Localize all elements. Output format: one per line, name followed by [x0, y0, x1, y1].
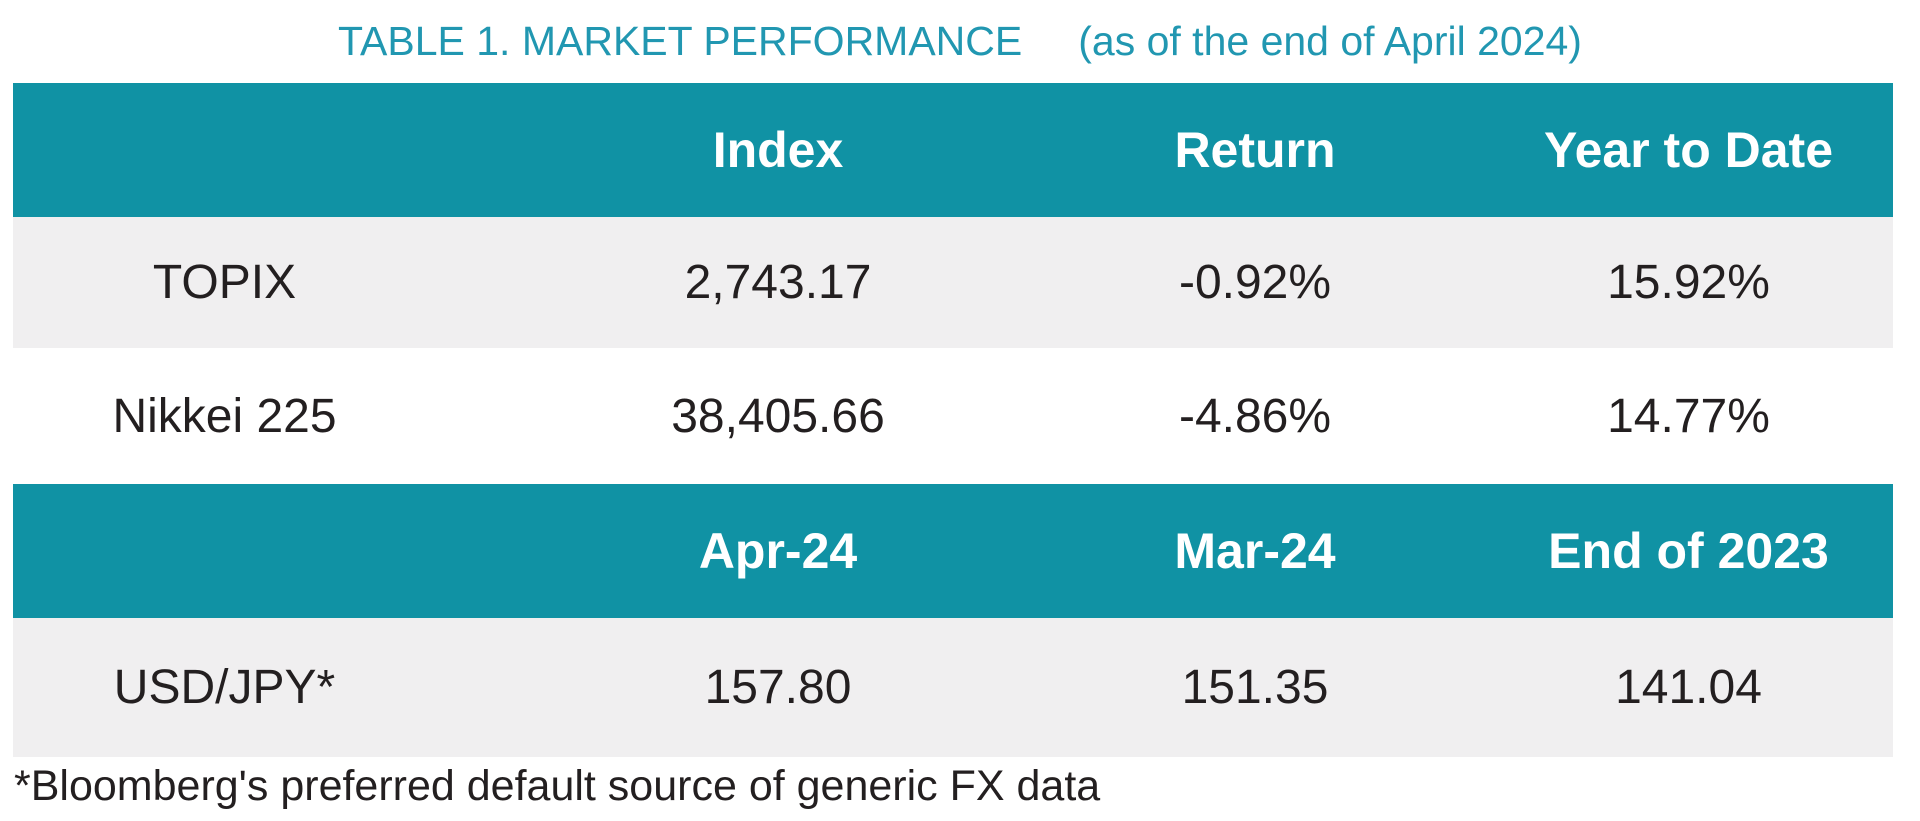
cell-topix-index: 2,743.17	[684, 256, 872, 309]
cell-usdjpy-mar-24: 151.35	[1181, 661, 1329, 714]
market-performance-table: Index Return Year to Date TOPIX 2,743.17…	[13, 83, 1893, 757]
cell-nikkei-ytd: 14.77%	[1607, 389, 1770, 443]
cell-topix-return: -0.92%	[1178, 256, 1332, 309]
table-row-usd-jpy: USD/JPY* 157.80 151.35 141.04	[13, 618, 1893, 757]
row-label-usd-jpy: USD/JPY*	[113, 661, 336, 714]
cell-nikkei-return: -4.86%	[1178, 389, 1332, 443]
row-label-nikkei-225: Nikkei 225	[112, 389, 337, 443]
row-label-topix: TOPIX	[152, 256, 297, 309]
table-row-topix: TOPIX 2,743.17 -0.92% 15.92%	[13, 217, 1893, 348]
column-header-end-of-2023: End of 2023	[1548, 523, 1829, 579]
footnote: *Bloomberg's preferred default source of…	[14, 762, 1101, 810]
fx-header-row: Apr-24 Mar-24 End of 2023	[13, 484, 1893, 618]
cell-usdjpy-apr-24: 157.80	[704, 661, 852, 714]
index-header-row: Index Return Year to Date	[13, 83, 1893, 217]
column-header-apr-24: Apr-24	[698, 523, 858, 579]
column-header-index: Index	[712, 122, 844, 178]
table-title-main: TABLE 1. MARKET PERFORMANCE	[338, 18, 1023, 64]
column-header-year-to-date: Year to Date	[1543, 122, 1833, 178]
column-header-return: Return	[1174, 122, 1336, 178]
table-title: TABLE 1. MARKET PERFORMANCE (as of the e…	[0, 18, 1920, 65]
table-title-suffix: (as of the end of April 2024)	[1078, 18, 1582, 64]
table-row-nikkei-225: Nikkei 225 38,405.66 -4.86% 14.77%	[13, 348, 1893, 484]
cell-usdjpy-end-of-2023: 141.04	[1615, 661, 1762, 714]
cell-topix-ytd: 15.92%	[1607, 256, 1770, 309]
header-blank	[13, 83, 436, 217]
cell-nikkei-index: 38,405.66	[671, 389, 885, 443]
fx-header-blank	[13, 484, 436, 618]
column-header-mar-24: Mar-24	[1174, 523, 1336, 579]
